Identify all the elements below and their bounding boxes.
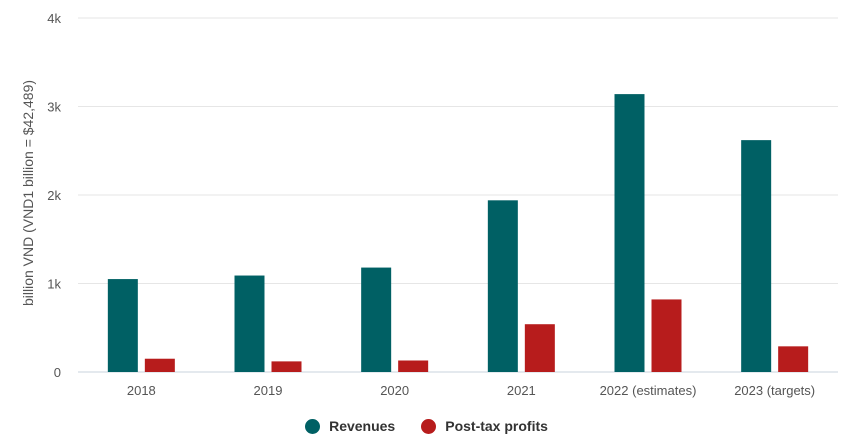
bar-post-tax-profits[interactable] bbox=[651, 299, 682, 372]
gridlines bbox=[78, 17, 838, 373]
x-tick-label: 2020 bbox=[380, 383, 409, 398]
bar-revenues[interactable] bbox=[107, 279, 138, 372]
y-tick-label: 1k bbox=[47, 277, 61, 292]
bar-revenues[interactable] bbox=[487, 200, 518, 372]
bar-post-tax-profits[interactable] bbox=[778, 346, 809, 372]
y-tick-label: 3k bbox=[47, 100, 61, 115]
y-tick-label: 2k bbox=[47, 188, 61, 203]
bar-revenues[interactable] bbox=[614, 94, 645, 373]
bar-post-tax-profits[interactable] bbox=[398, 360, 429, 372]
bar-post-tax-profits[interactable] bbox=[271, 361, 302, 372]
x-tick-label: 2021 bbox=[507, 383, 536, 398]
y-axis-title: billion VND (VND1 billion = $42,489) bbox=[20, 80, 36, 306]
x-tick-label: 2019 bbox=[254, 383, 283, 398]
legend-label-revenues: Revenues bbox=[329, 418, 396, 434]
legend: Revenues Post-tax profits bbox=[0, 418, 853, 434]
legend-label-post-tax-profits: Post-tax profits bbox=[445, 418, 548, 434]
bars bbox=[107, 94, 809, 373]
legend-marker-revenues bbox=[305, 418, 321, 434]
x-tick-label: 2018 bbox=[127, 383, 156, 398]
x-tick-label: 2022 (estimates) bbox=[600, 383, 697, 398]
y-tick-label: 4k bbox=[47, 11, 61, 26]
legend-item-post-tax-profits[interactable]: Post-tax profits bbox=[421, 418, 548, 434]
x-tick-label: 2023 (targets) bbox=[734, 383, 815, 398]
y-tick-label: 0 bbox=[54, 365, 61, 380]
bar-post-tax-profits[interactable] bbox=[144, 358, 175, 372]
x-axis-ticks: 2018 2019 2020 2021 2022 (estimates) 2023 (ta… bbox=[127, 383, 815, 398]
legend-marker-post-tax-profits bbox=[421, 418, 437, 434]
legend-item-revenues[interactable]: Revenues bbox=[305, 418, 395, 434]
bar-revenues[interactable] bbox=[741, 140, 772, 372]
bar-revenues[interactable] bbox=[361, 267, 392, 372]
y-axis-ticks: 0 1k 2k 3k 4k bbox=[47, 11, 61, 380]
bar-post-tax-profits[interactable] bbox=[524, 324, 555, 372]
bar-revenues[interactable] bbox=[234, 275, 265, 372]
